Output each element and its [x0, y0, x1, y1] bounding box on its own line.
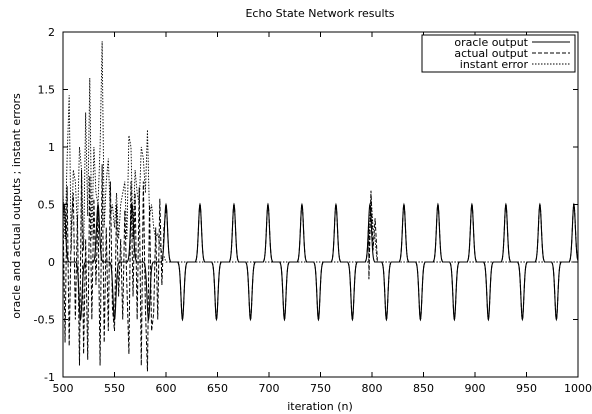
chart-title: Echo State Network results — [245, 7, 394, 20]
legend: oracle output actual output instant erro… — [421, 34, 576, 73]
x-tick-label: 950 — [516, 382, 537, 395]
legend-label-actual-output: actual output — [454, 47, 528, 60]
y-axis-label: oracle and actual outputs ; instant erro… — [10, 93, 23, 319]
legend-label-oracle-output: oracle output — [454, 36, 528, 49]
x-tick-label: 600 — [156, 382, 177, 395]
y-tick-label: 1 — [48, 141, 55, 154]
x-tick-label: 550 — [104, 382, 125, 395]
y-tick-label: 0 — [48, 256, 55, 269]
y-tick-label: 1.5 — [38, 84, 56, 97]
x-tick-label: 650 — [207, 382, 228, 395]
y-tick-label: 0.5 — [38, 199, 56, 212]
x-tick-label: 850 — [413, 382, 434, 395]
legend-box — [421, 34, 576, 73]
legend-label-instant-error: instant error — [460, 58, 529, 71]
y-tick-label: -1 — [44, 371, 55, 384]
x-tick-label: 750 — [310, 382, 331, 395]
y-tick-label: -0.5 — [34, 314, 55, 327]
y-tick-label: 2 — [48, 26, 55, 39]
x-tick-label: 500 — [53, 382, 74, 395]
x-tick-label: 800 — [362, 382, 383, 395]
plot-frame — [62, 31, 579, 378]
x-tick-label: 1000 — [564, 382, 592, 395]
x-tick-label: 700 — [259, 382, 280, 395]
x-tick-label: 900 — [465, 382, 486, 395]
x-axis-label: iteration (n) — [287, 400, 353, 413]
series-actual-output — [62, 164, 579, 372]
series-instant-error — [62, 41, 578, 263]
